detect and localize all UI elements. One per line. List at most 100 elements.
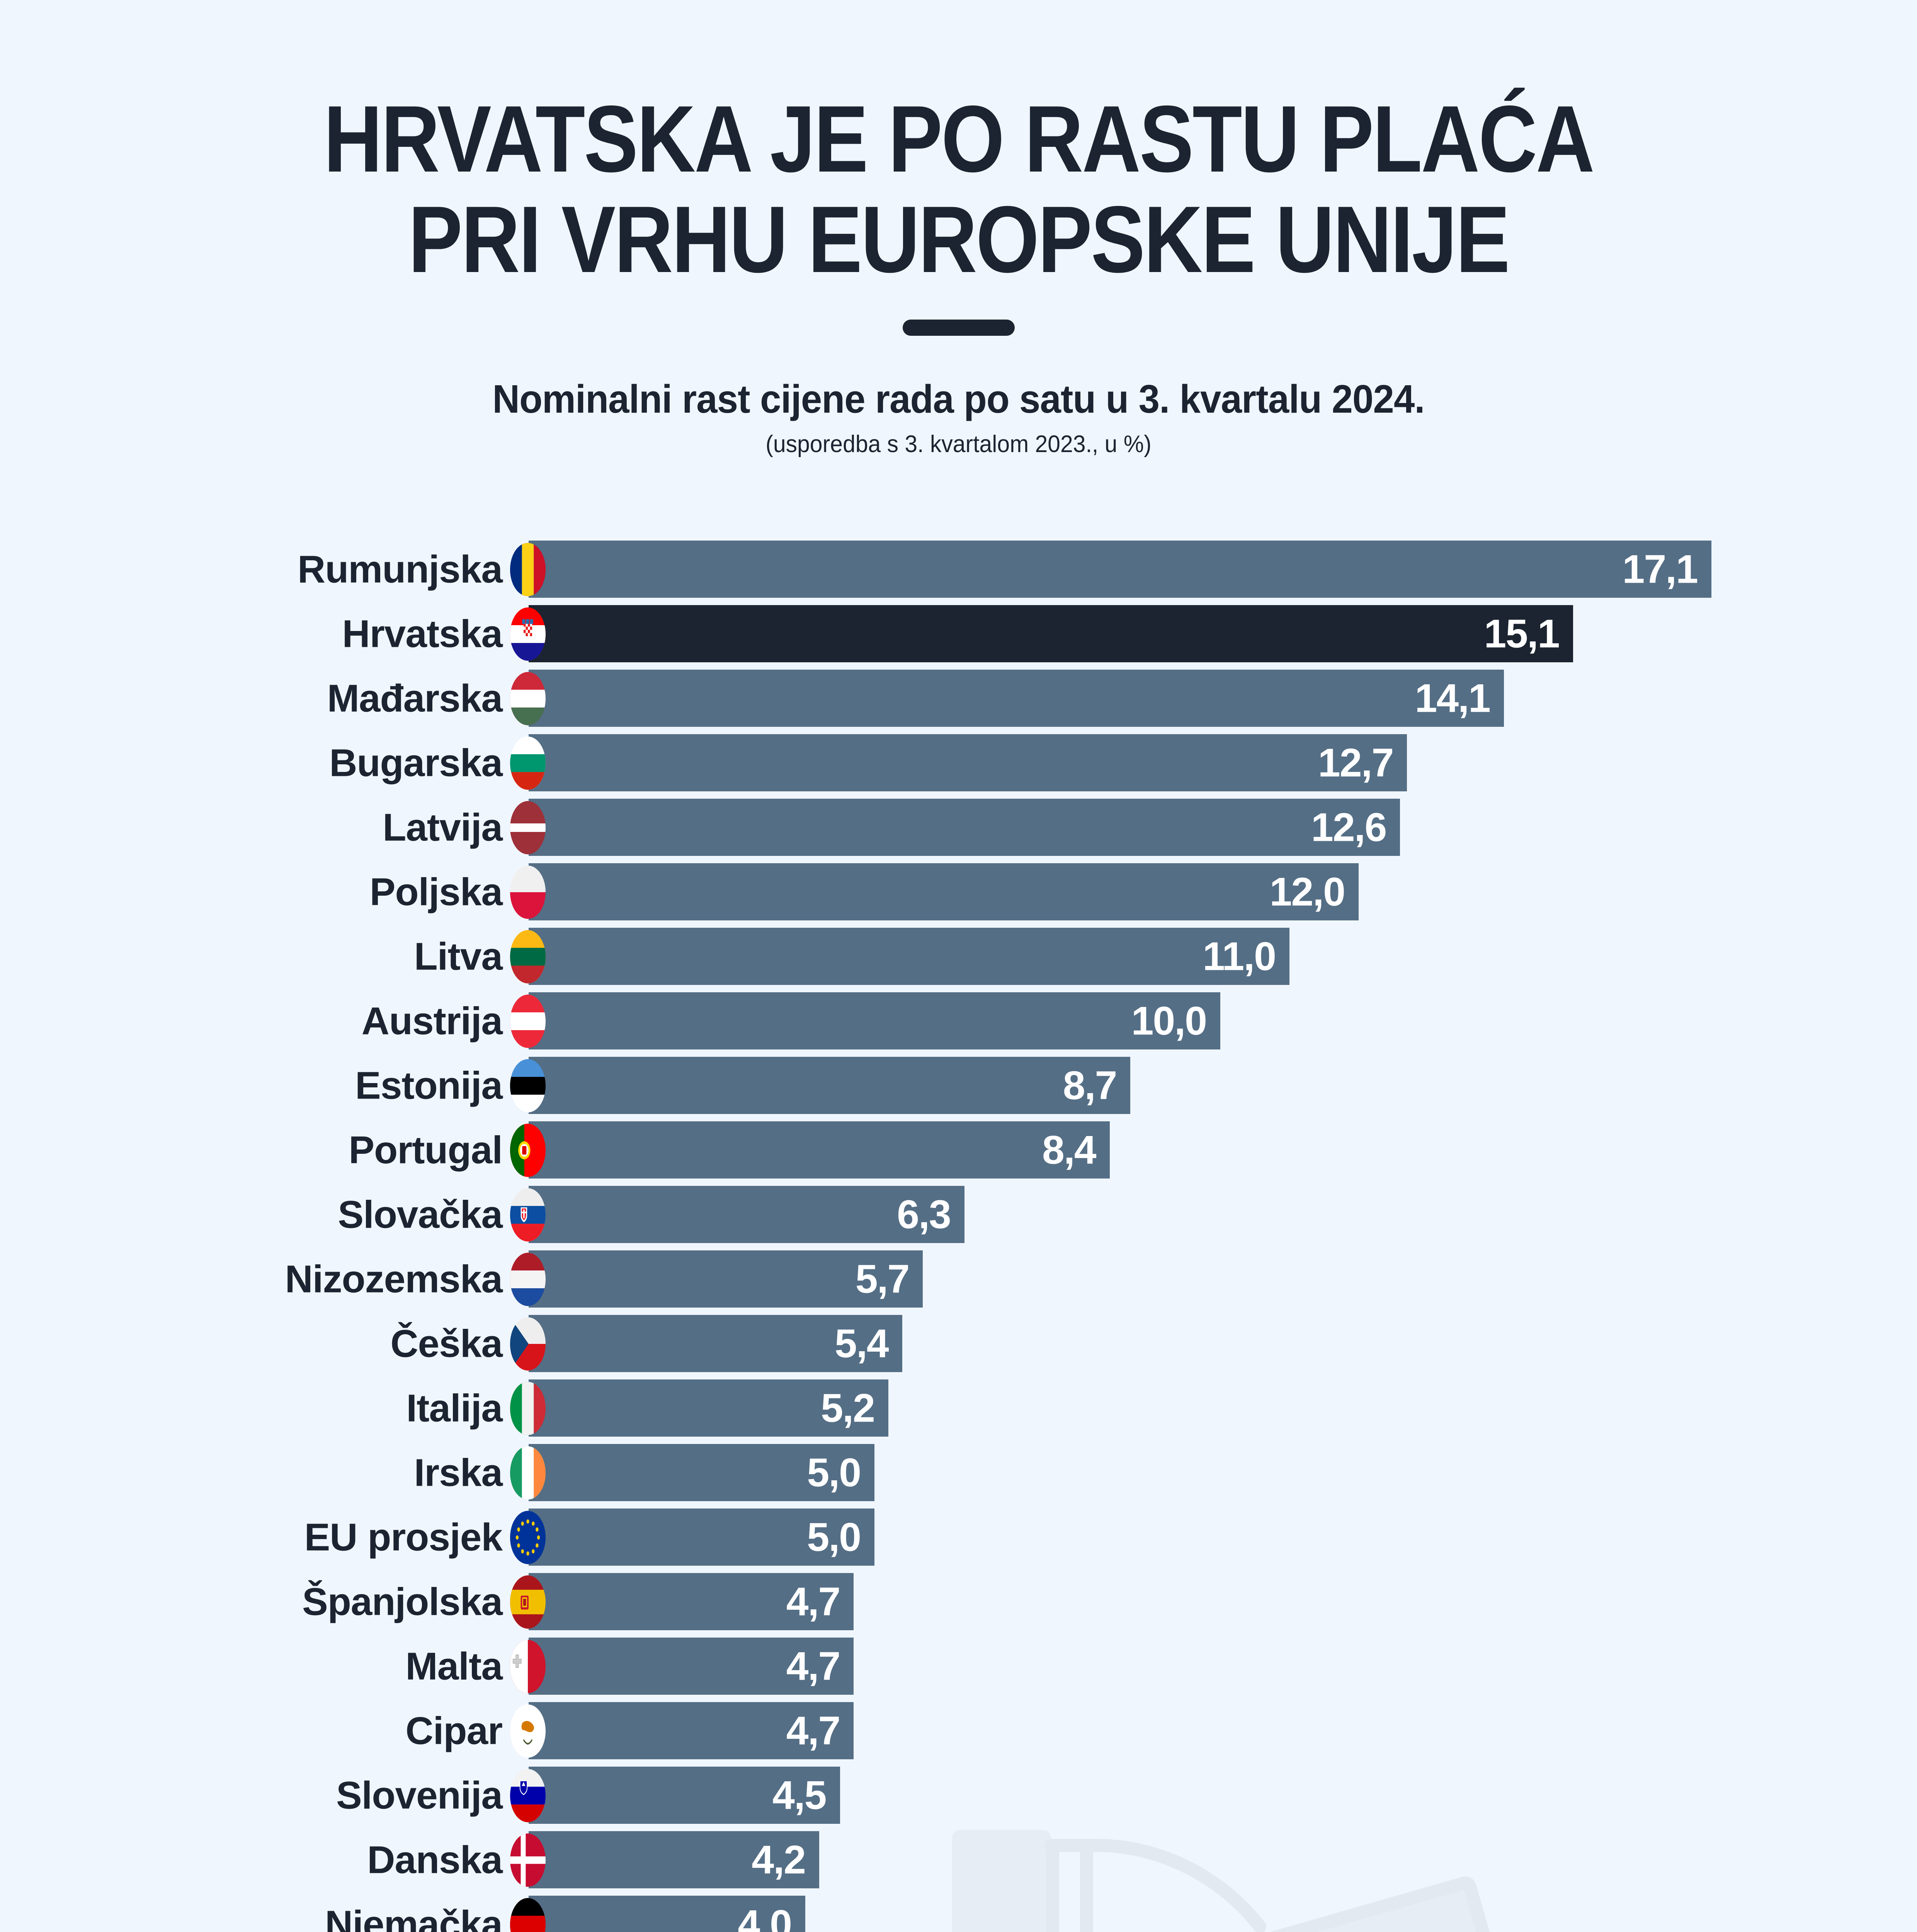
bar bbox=[529, 1509, 874, 1566]
bar bbox=[529, 541, 1711, 598]
bar bbox=[529, 1831, 819, 1888]
bar bbox=[529, 799, 1400, 856]
flag-denmark-icon bbox=[510, 1833, 546, 1887]
bar bbox=[529, 1573, 854, 1630]
flag-poland-icon bbox=[510, 865, 546, 919]
flag-spain-icon bbox=[510, 1575, 546, 1629]
flag-romania-icon bbox=[510, 543, 546, 596]
bar bbox=[529, 1379, 888, 1437]
country-label: Njemačka bbox=[325, 1903, 503, 1932]
country-label: Slovačka bbox=[338, 1193, 503, 1236]
bar-value: 12,7 bbox=[1318, 740, 1394, 785]
bar bbox=[529, 992, 1220, 1049]
bar-row: Češka 5,4 bbox=[0, 1311, 1917, 1376]
bar-value: 4,7 bbox=[786, 1579, 841, 1624]
flag-estonia-icon bbox=[510, 1059, 546, 1112]
flag-czechia-icon bbox=[510, 1317, 546, 1371]
flag-hungary-icon bbox=[510, 672, 546, 725]
bar-row: Austrija 10,0 bbox=[0, 989, 1917, 1053]
bar-value: 15,1 bbox=[1484, 611, 1560, 656]
bar bbox=[529, 1315, 902, 1372]
bar-value: 14,1 bbox=[1415, 676, 1490, 721]
flag-cyprus-icon bbox=[510, 1704, 546, 1758]
bar-value: 4,5 bbox=[772, 1773, 827, 1818]
bar-value: 6,3 bbox=[897, 1192, 951, 1237]
flag-malta-icon bbox=[510, 1639, 546, 1693]
flag-eu-icon bbox=[510, 1510, 546, 1564]
bar bbox=[529, 1057, 1131, 1114]
bar-row: Cipar 4,7 bbox=[0, 1699, 1917, 1763]
country-label: Mađarska bbox=[327, 677, 503, 720]
country-label: Estonija bbox=[355, 1064, 503, 1107]
flag-ireland-icon bbox=[510, 1446, 546, 1500]
bar-row: Portugal 8,4 bbox=[0, 1118, 1917, 1182]
flag-lithuania-icon bbox=[510, 930, 546, 983]
bar-value: 4,7 bbox=[786, 1708, 841, 1753]
flag-portugal-icon bbox=[510, 1123, 546, 1177]
bar-value: 8,7 bbox=[1063, 1063, 1118, 1108]
bar-value: 4,7 bbox=[786, 1644, 841, 1689]
country-label: Danska bbox=[367, 1838, 503, 1881]
bar-value: 5,4 bbox=[835, 1321, 889, 1366]
bar-row: Danska 4,2 bbox=[0, 1828, 1917, 1892]
country-label: Malta bbox=[405, 1645, 503, 1688]
bar-value: 12,0 bbox=[1269, 869, 1345, 914]
country-label: Hrvatska bbox=[342, 612, 503, 655]
bar-row: Irska 5,0 bbox=[0, 1440, 1917, 1505]
bar-value: 17,1 bbox=[1622, 547, 1698, 592]
country-label: Cipar bbox=[405, 1709, 503, 1752]
bar-row: Španjolska 4,7 bbox=[0, 1570, 1917, 1634]
country-label: Irska bbox=[414, 1451, 503, 1494]
bar-value: 5,2 bbox=[821, 1386, 875, 1430]
bar bbox=[529, 670, 1504, 727]
bar-value: 8,4 bbox=[1042, 1128, 1097, 1172]
chart-subtitle: Nominalni rast cijene rada po satu u 3. … bbox=[492, 377, 1425, 422]
bar-value: 4,2 bbox=[752, 1837, 806, 1882]
bar bbox=[529, 1444, 874, 1501]
bar-row: Mađarska 14,1 bbox=[0, 666, 1917, 731]
bar-row: Malta 4,7 bbox=[0, 1634, 1917, 1699]
flag-croatia-icon bbox=[510, 607, 546, 661]
flag-latvia-icon bbox=[510, 801, 546, 854]
country-label: Portugal bbox=[349, 1128, 503, 1172]
bar bbox=[529, 1638, 854, 1695]
country-label: Latvija bbox=[383, 806, 503, 849]
bar-value: 11,0 bbox=[1203, 934, 1276, 979]
bar-row: Slovačka 6,3 bbox=[0, 1182, 1917, 1247]
bar bbox=[529, 1250, 923, 1308]
bar-row: Bugarska 12,7 bbox=[0, 731, 1917, 795]
bar-row: EU prosjek 5,0 bbox=[0, 1505, 1917, 1570]
bar bbox=[529, 1702, 854, 1759]
bar-row: Italija 5,2 bbox=[0, 1376, 1917, 1440]
bar bbox=[529, 1896, 805, 1932]
flag-italy-icon bbox=[510, 1381, 546, 1435]
bar-value: 5,0 bbox=[807, 1450, 861, 1495]
country-label: Litva bbox=[414, 935, 503, 978]
bar bbox=[529, 734, 1407, 791]
bar bbox=[529, 928, 1289, 985]
country-label: Španjolska bbox=[302, 1580, 503, 1623]
flag-slovakia-icon bbox=[510, 1188, 546, 1242]
country-label: Češka bbox=[390, 1322, 503, 1365]
bar bbox=[529, 863, 1359, 920]
bar-row: Poljska 12,0 bbox=[0, 860, 1917, 924]
chart-subnote: (usporedba s 3. kvartalom 2023., u %) bbox=[765, 431, 1152, 458]
bar-value: 5,7 bbox=[855, 1257, 910, 1301]
bar-row: Hrvatska 15,1 bbox=[0, 602, 1917, 666]
flag-netherlands-icon bbox=[510, 1252, 546, 1306]
bar-value: 5,0 bbox=[807, 1515, 861, 1560]
country-label: Bugarska bbox=[329, 741, 503, 784]
bar-row: Slovenija 4,5 bbox=[0, 1763, 1917, 1828]
page-title: HRVATSKA JE PO RASTU PLAĆA PRI VRHU EURO… bbox=[323, 86, 1595, 292]
bar bbox=[529, 1767, 840, 1824]
bar-value: 4,0 bbox=[738, 1902, 792, 1932]
bar-row: Njemačka 4,0 bbox=[0, 1892, 1917, 1932]
country-label: Slovenija bbox=[336, 1774, 503, 1817]
bar bbox=[529, 1121, 1110, 1179]
bar bbox=[529, 605, 1573, 662]
country-label: Rumunjska bbox=[297, 548, 503, 591]
country-label: Poljska bbox=[369, 870, 503, 913]
bar-row: Nizozemska 5,7 bbox=[0, 1247, 1917, 1311]
infographic-header: HRVATSKA JE PO RASTU PLAĆA PRI VRHU EURO… bbox=[0, 0, 1917, 458]
country-label: EU prosjek bbox=[304, 1515, 503, 1559]
